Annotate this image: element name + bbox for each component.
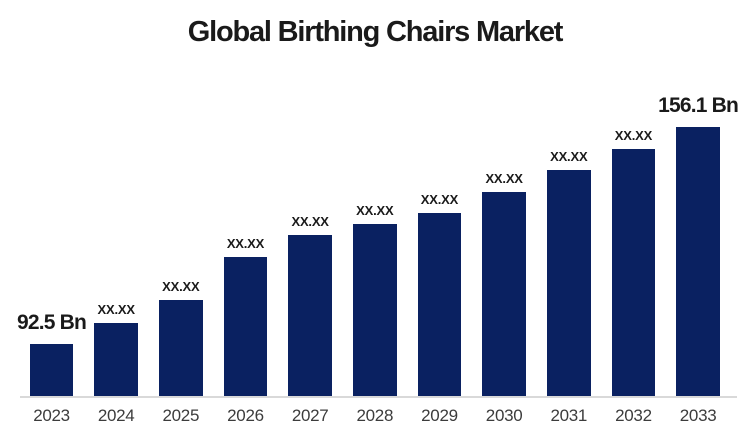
x-axis-tick-label: 2032 bbox=[615, 406, 652, 425]
bar bbox=[611, 149, 656, 396]
bar bbox=[417, 213, 462, 396]
bar bbox=[223, 257, 268, 396]
bar bbox=[94, 323, 138, 396]
bar-value-label: XX.XX bbox=[485, 171, 523, 186]
bar bbox=[482, 192, 526, 396]
bar bbox=[676, 127, 720, 396]
bar-value-label: XX.XX bbox=[614, 128, 653, 143]
bar-value-label: 92.5 Bn bbox=[16, 311, 87, 334]
chart-title: Global Birthing Chairs Market bbox=[187, 16, 564, 48]
bar-value-label: XX.XX bbox=[550, 149, 588, 164]
x-axis-tick-label: 2026 bbox=[227, 406, 264, 425]
bar-value-label: XX.XX bbox=[97, 302, 135, 317]
bar-value-label: XX.XX bbox=[356, 203, 394, 218]
x-axis-tick-label: 2027 bbox=[291, 406, 329, 425]
x-axis-tick-label: 2029 bbox=[421, 406, 458, 425]
bar bbox=[288, 235, 332, 396]
x-axis-tick-label: 2025 bbox=[162, 406, 200, 425]
bar-value-label: XX.XX bbox=[420, 192, 459, 207]
bar-value-label: XX.XX bbox=[162, 279, 200, 294]
bar-value-label: 156.1 Bn bbox=[658, 94, 739, 117]
x-axis-tick-label: 2030 bbox=[485, 406, 523, 425]
bar bbox=[29, 344, 74, 396]
x-axis-tick-label: 2028 bbox=[356, 406, 394, 425]
bar bbox=[546, 170, 591, 396]
bar-value-label: XX.XX bbox=[226, 236, 265, 251]
bar-value-label: XX.XX bbox=[291, 214, 329, 229]
x-axis-tick-label: 2023 bbox=[33, 406, 70, 425]
bar bbox=[159, 300, 203, 396]
x-axis-tick-label: 2031 bbox=[550, 406, 588, 425]
x-axis-tick-label: 2033 bbox=[679, 406, 717, 425]
bar bbox=[353, 224, 397, 396]
x-axis-tick-label: 2024 bbox=[97, 406, 135, 425]
x-axis-line bbox=[20, 396, 737, 398]
